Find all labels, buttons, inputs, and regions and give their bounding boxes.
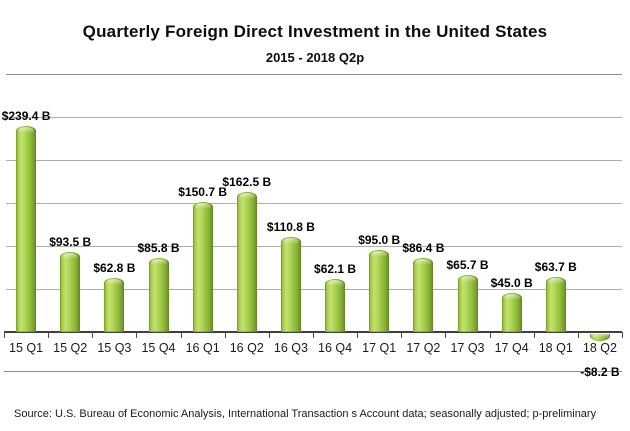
- bar-value-label-15-q4: $85.8 B: [137, 241, 180, 256]
- x-axis-tick: [136, 332, 138, 338]
- chart-title: Quarterly Foreign Direct Investment in t…: [82, 22, 548, 41]
- x-axis-label-15-q2: 15 Q2: [53, 341, 88, 355]
- x-axis-tick: [445, 332, 447, 338]
- gridline-150: [6, 203, 622, 204]
- x-axis-label-16-q4: 16 Q4: [318, 341, 353, 355]
- bar-15-q4: [148, 258, 169, 332]
- bar-16-q3: [280, 236, 301, 332]
- gridline-50: [6, 289, 622, 290]
- bar-value-label-15-q1: $239.4 B: [1, 109, 51, 124]
- gridline-250: [6, 117, 622, 118]
- bar-value-label-18-q1: $63.7 B: [534, 260, 577, 275]
- bar-17-q4: [501, 293, 522, 332]
- x-axis-tick: [224, 332, 226, 338]
- x-axis-tick: [92, 332, 94, 338]
- bar-value-label-15-q3: $62.8 B: [93, 260, 136, 275]
- x-axis-label-16-q2: 16 Q2: [229, 341, 264, 355]
- gridline-200: [6, 160, 622, 161]
- x-axis-tick: [357, 332, 359, 338]
- bottom-separator-line: [4, 371, 622, 372]
- bar-value-label-17-q4: $45.0 B: [490, 276, 533, 291]
- bar-15-q1: [16, 126, 37, 332]
- bar-value-label-16-q3: $110.8 B: [266, 219, 315, 234]
- x-axis-tick: [489, 332, 491, 338]
- bar-18-q1: [545, 277, 566, 332]
- chart-subtitle: 2015 - 2018 Q2p: [265, 50, 365, 65]
- x-axis-label-17-q1: 17 Q1: [362, 341, 397, 355]
- bar-value-label-15-q2: $93.5 B: [49, 234, 92, 249]
- x-axis-label-18-q2: 18 Q2: [582, 341, 617, 355]
- bar-16-q1: [192, 202, 213, 332]
- bar-18-q2: [589, 333, 610, 341]
- x-axis-label-16-q1: 16 Q1: [185, 341, 220, 355]
- x-axis-tick: [401, 332, 403, 338]
- x-axis-label-17-q2: 17 Q2: [406, 341, 441, 355]
- x-axis-tick: [48, 332, 50, 338]
- x-axis-label-15-q1: 15 Q1: [9, 341, 44, 355]
- x-axis-tick: [180, 332, 182, 338]
- bar-15-q3: [104, 277, 125, 332]
- bar-value-label-17-q2: $86.4 B: [402, 240, 445, 255]
- x-axis-tick: [4, 332, 5, 338]
- x-axis-label-15-q4: 15 Q4: [141, 341, 176, 355]
- x-axis-tick: [577, 332, 579, 338]
- bar-value-label-16-q4: $62.1 B: [314, 261, 357, 276]
- bar-15-q2: [60, 251, 81, 332]
- bar-value-label-17-q3: $65.7 B: [446, 258, 489, 273]
- x-axis-tick: [533, 332, 535, 338]
- source-note: Source: U.S. Bureau of Economic Analysis…: [14, 408, 597, 420]
- bar-16-q2: [236, 192, 257, 332]
- bar-16-q4: [325, 278, 346, 332]
- bar-17-q3: [457, 275, 478, 332]
- x-axis-tick: [268, 332, 270, 338]
- x-axis-tick: [622, 332, 623, 338]
- bar-value-label-18-q2: -$8.2 B: [580, 365, 620, 379]
- bar-value-label-16-q1: $150.7 B: [178, 185, 227, 200]
- gridline-300: [6, 74, 622, 75]
- x-axis-label-17-q4: 17 Q4: [494, 341, 529, 355]
- bar-value-label-16-q2: $162.5 B: [222, 175, 272, 190]
- x-axis-label-17-q3: 17 Q3: [450, 341, 485, 355]
- bar-17-q1: [369, 250, 390, 332]
- gridline-100: [6, 246, 622, 247]
- x-axis-label-16-q3: 16 Q3: [273, 341, 308, 355]
- x-axis-label-15-q3: 15 Q3: [97, 341, 132, 355]
- bar-value-label-17-q1: $95.0 B: [358, 233, 401, 248]
- x-axis-label-18-q1: 18 Q1: [538, 341, 573, 355]
- x-axis-tick: [313, 332, 314, 338]
- bar-17-q2: [413, 257, 434, 332]
